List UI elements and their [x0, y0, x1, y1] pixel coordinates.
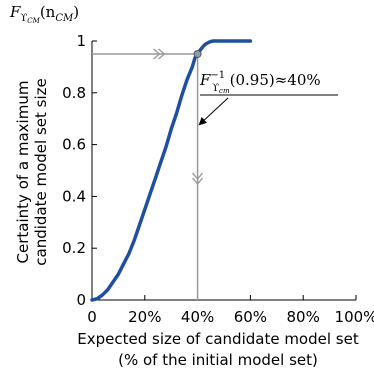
y-axis-label-line2: candidate model set size	[32, 78, 50, 265]
x-tick-label: 40%	[181, 308, 214, 326]
quantile-marker	[193, 49, 202, 58]
annotation-sub: ϒ	[212, 83, 219, 94]
y-function-label-subsub: CM	[27, 17, 40, 25]
x-tick-label: 20%	[128, 308, 161, 326]
y-tick-label: 0.6	[62, 136, 86, 154]
x-tick-label: 100%	[335, 308, 374, 326]
annotation-subsub: cm	[219, 87, 230, 95]
y-function-label-close: )	[73, 3, 79, 21]
y-function-label-arg: (n	[40, 3, 56, 21]
cdf-curve	[90, 39, 253, 302]
y-function-label-argsub: CM	[55, 13, 74, 24]
y-tick-label: 0.2	[62, 239, 86, 257]
y-function-label: FϒCM(nCM)	[9, 3, 79, 25]
x-tick-label: 0	[87, 308, 97, 326]
annotation-sup: −1	[210, 70, 225, 81]
y-tick-label: 1	[76, 32, 86, 50]
guide-arrow-right	[153, 48, 166, 60]
y-axis-label-line1: Certainty of a maximum	[14, 81, 32, 264]
annotation-arg: (0.95)≈40%	[230, 71, 321, 89]
x-axis-label-line2: (% of the initial model set)	[118, 351, 318, 369]
annotation-pointer-arrow	[198, 97, 229, 126]
y-tick-label: 0.4	[62, 187, 86, 205]
y-function-label-fn: F	[9, 3, 21, 21]
x-tick-label: 80%	[287, 308, 320, 326]
x-axis-label-line1: Expected size of candidate model set	[77, 330, 359, 348]
y-function-label-sub: ϒ	[20, 13, 27, 24]
guide-arrow-down	[192, 172, 204, 185]
y-tick-label: 0.8	[62, 84, 86, 102]
x-tick-label: 60%	[234, 308, 267, 326]
annotation-fn: F	[199, 71, 211, 89]
y-tick-label: 0	[76, 291, 86, 309]
annotation-label: F−1 ϒcm(0.95)≈40%	[199, 70, 321, 95]
